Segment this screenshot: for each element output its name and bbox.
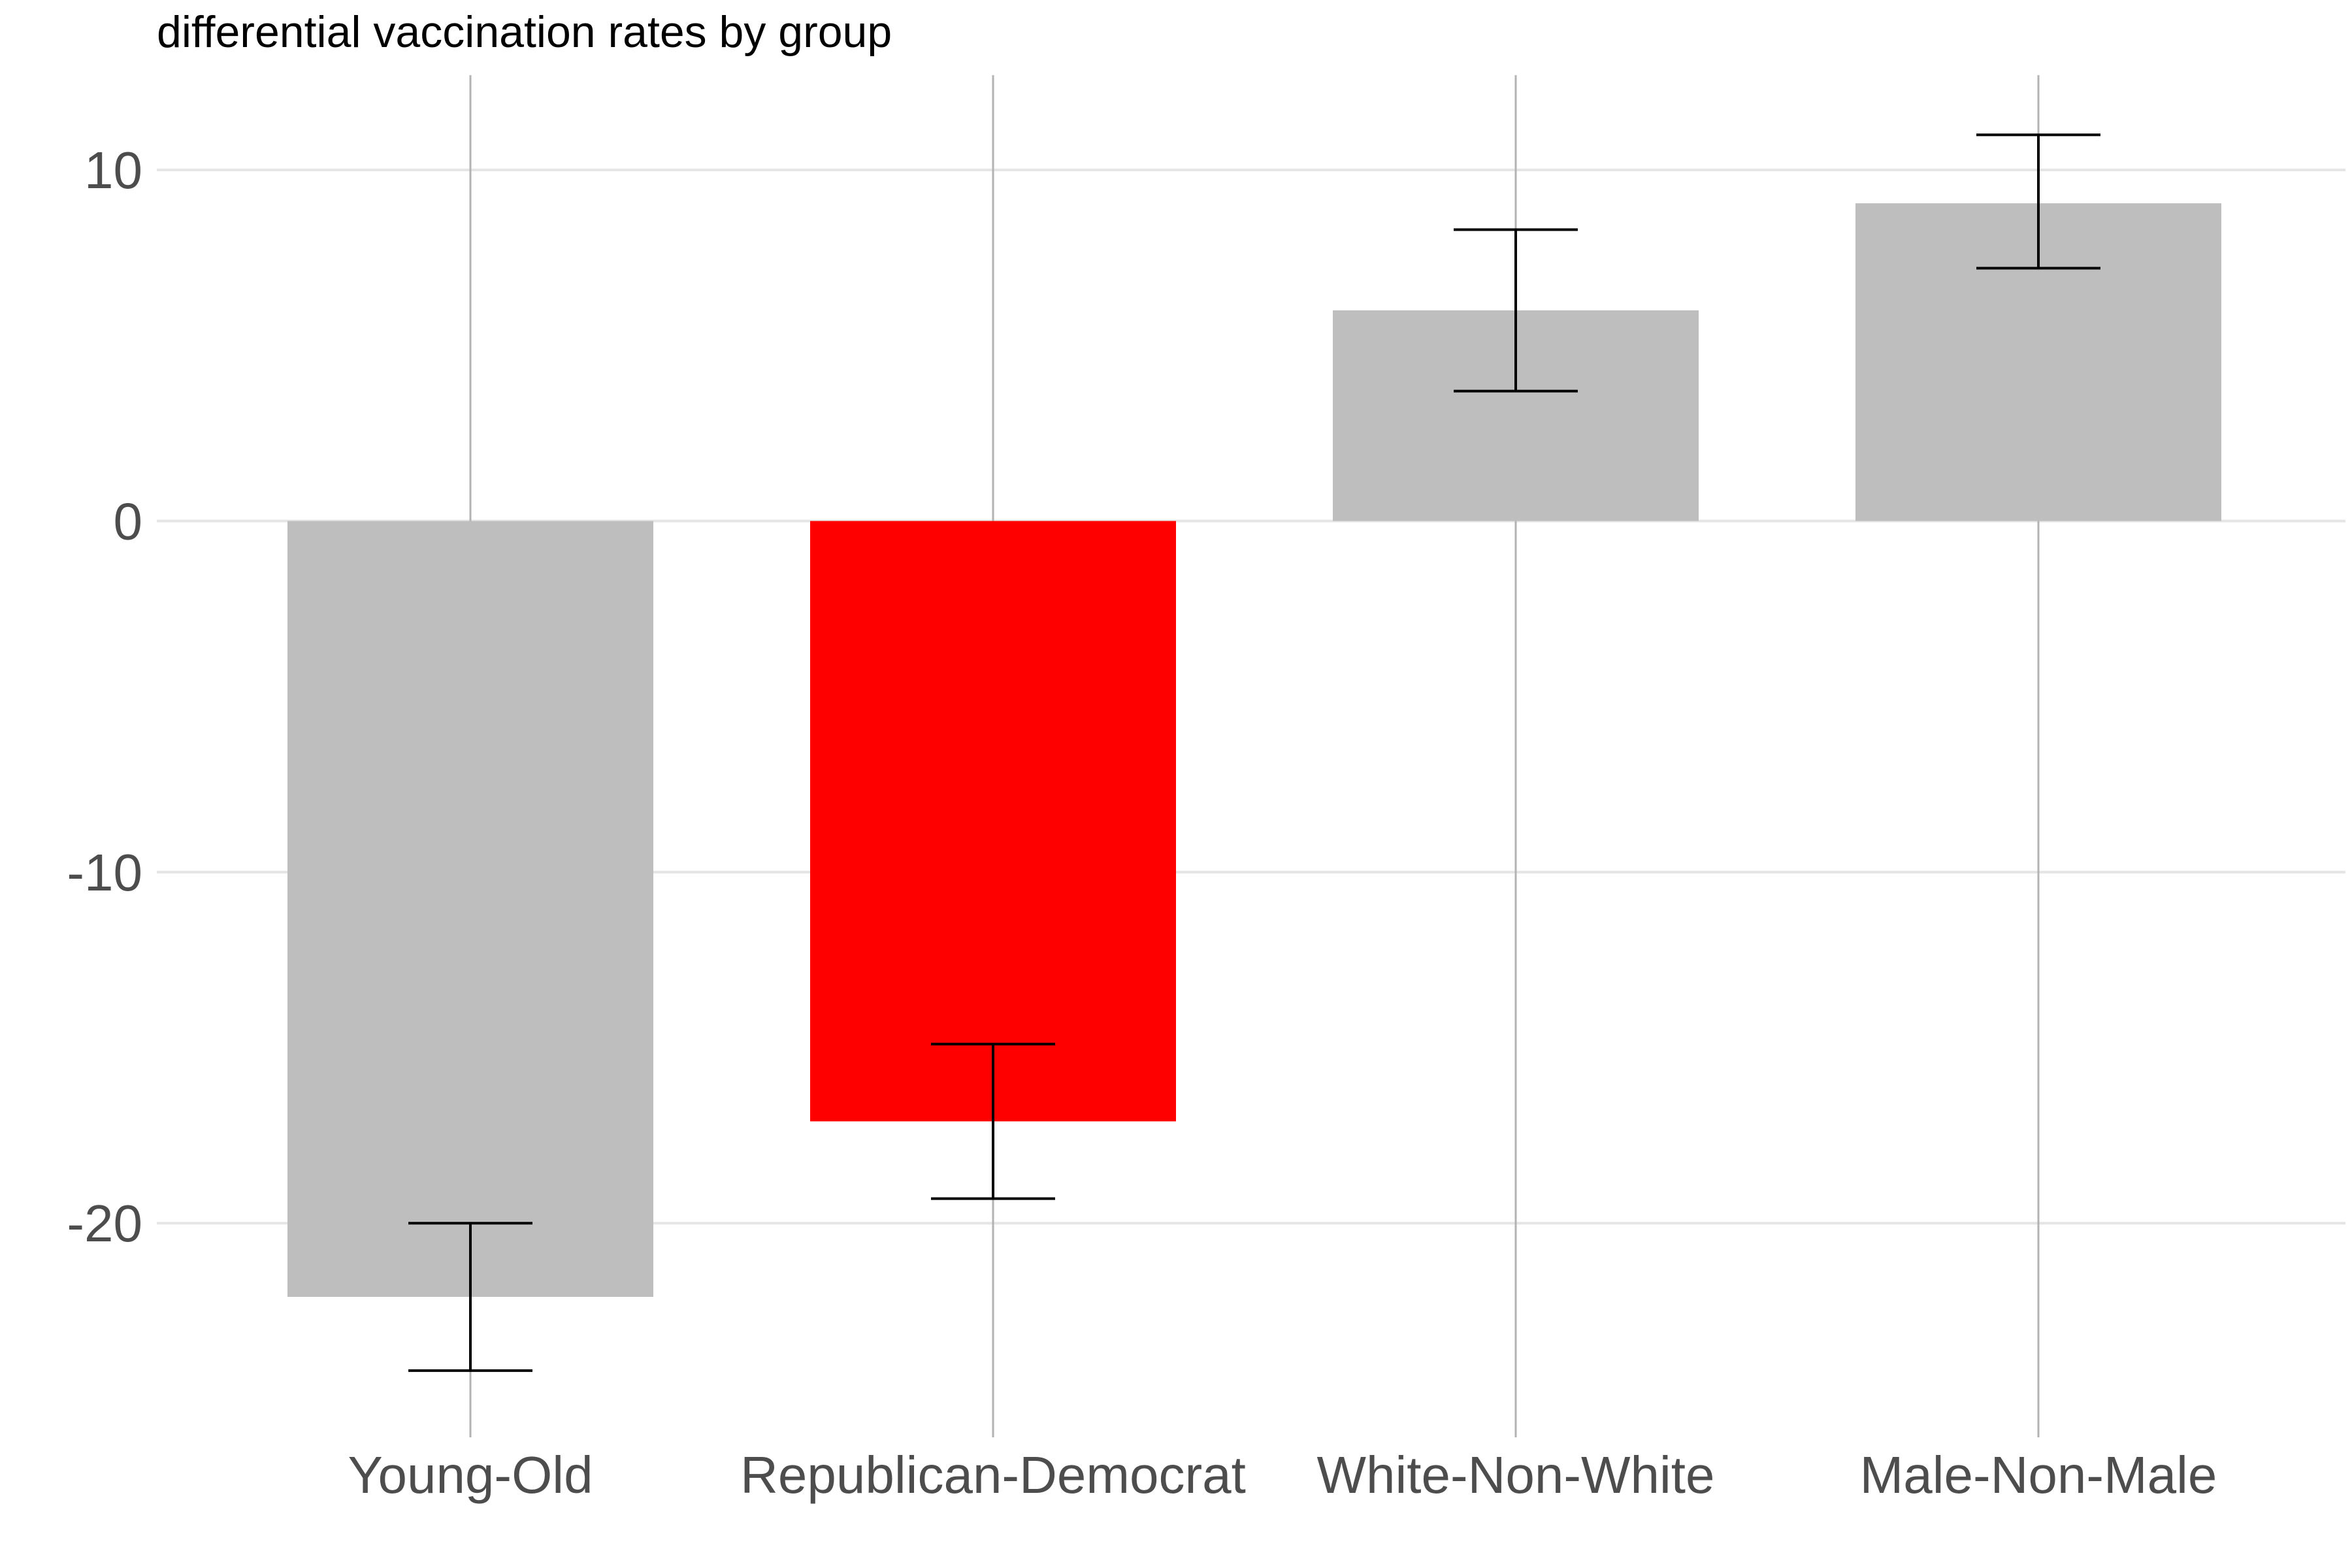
y-tick-label: -10 <box>67 843 142 902</box>
x-tick-label: Male-Non-Male <box>1860 1446 2217 1504</box>
bars <box>287 203 2221 1298</box>
y-tick-label: 10 <box>84 141 142 199</box>
chart-title: differential vaccination rates by group <box>157 7 892 57</box>
error-bars <box>408 133 2100 1372</box>
x-tick-label: Young-Old <box>348 1446 593 1504</box>
x-axis-tick-labels: Young-Old Republican-Democrat White-Non-Wh… <box>348 1446 2217 1504</box>
x-tick-label: White-Non-White <box>1316 1446 1714 1504</box>
bar <box>287 521 653 1298</box>
bar <box>810 521 1176 1122</box>
y-tick-label: 0 <box>114 492 143 550</box>
x-tick-label: Republican-Democrat <box>740 1446 1246 1504</box>
y-axis-tick-labels: -20 -10 0 10 <box>67 141 142 1252</box>
y-tick-label: -20 <box>67 1194 142 1252</box>
